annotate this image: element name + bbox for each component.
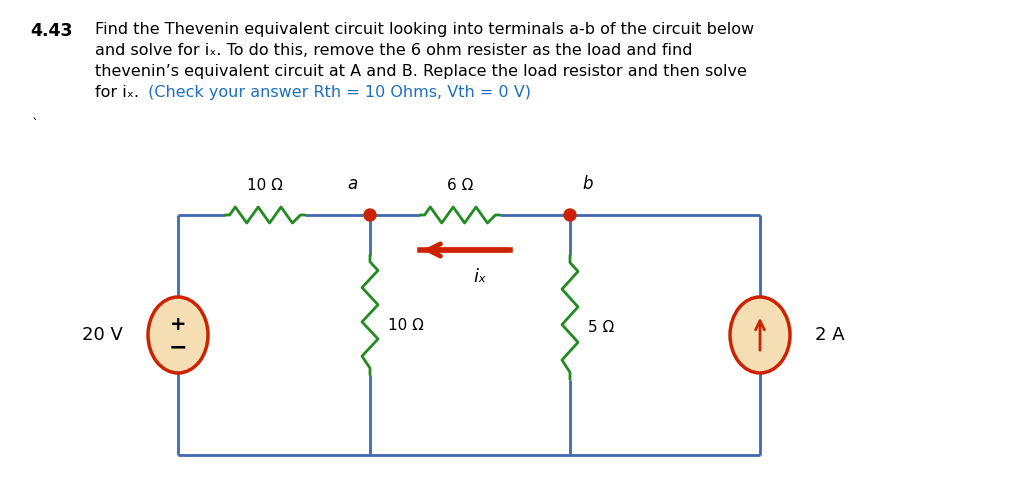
Text: Find the Thevenin equivalent circuit looking into terminals a-b of the circuit b: Find the Thevenin equivalent circuit loo…: [95, 22, 754, 37]
Circle shape: [564, 209, 575, 221]
Text: thevenin’s equivalent circuit at A and B. Replace the load resistor and then sol: thevenin’s equivalent circuit at A and B…: [95, 64, 746, 79]
Text: for iₓ.: for iₓ.: [95, 85, 139, 100]
Text: 10 Ω: 10 Ω: [388, 318, 424, 332]
Text: 4.43: 4.43: [30, 22, 73, 40]
Text: −: −: [169, 337, 187, 357]
Text: 2 A: 2 A: [815, 326, 845, 344]
Text: 5 Ω: 5 Ω: [588, 320, 614, 335]
Text: a: a: [347, 175, 357, 193]
Text: iₓ: iₓ: [473, 268, 486, 286]
Ellipse shape: [148, 297, 208, 373]
Ellipse shape: [730, 297, 790, 373]
Text: 10 Ω: 10 Ω: [247, 178, 283, 193]
Text: 20 V: 20 V: [82, 326, 123, 344]
Text: (Check your answer Rth = 10 Ohms, Vth = 0 V): (Check your answer Rth = 10 Ohms, Vth = …: [143, 85, 531, 100]
Text: 6 Ω: 6 Ω: [446, 178, 473, 193]
Circle shape: [364, 209, 376, 221]
Text: `: `: [32, 118, 39, 132]
Text: +: +: [170, 316, 186, 334]
Text: and solve for iₓ. To do this, remove the 6 ohm resister as the load and find: and solve for iₓ. To do this, remove the…: [95, 43, 692, 58]
Text: b: b: [583, 175, 593, 193]
